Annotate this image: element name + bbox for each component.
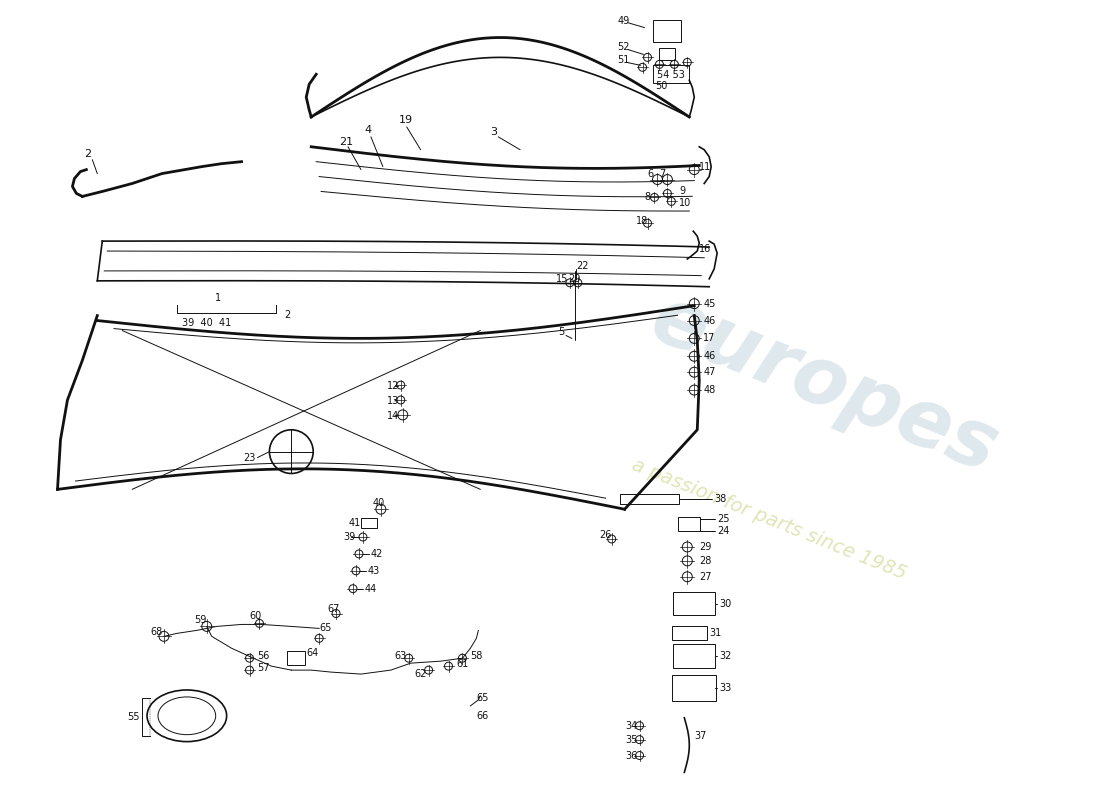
- Text: 65: 65: [319, 623, 331, 634]
- Text: 39  40  41: 39 40 41: [182, 318, 231, 327]
- Text: 62: 62: [415, 669, 427, 679]
- Text: 49: 49: [618, 16, 630, 26]
- Text: 30: 30: [719, 598, 732, 609]
- Text: 23: 23: [243, 453, 256, 462]
- Bar: [672, 626, 706, 640]
- Text: 28: 28: [700, 556, 712, 566]
- Bar: [653, 20, 681, 42]
- Text: 43: 43: [367, 566, 381, 576]
- Text: 12: 12: [387, 381, 399, 391]
- Bar: [673, 592, 715, 615]
- Text: 37: 37: [694, 730, 706, 741]
- Bar: [672, 675, 716, 701]
- Text: 18: 18: [636, 216, 648, 226]
- Text: 36: 36: [626, 750, 638, 761]
- Text: 63: 63: [395, 651, 407, 662]
- Text: 31: 31: [710, 628, 722, 638]
- Text: 55: 55: [128, 712, 140, 722]
- Bar: [287, 651, 305, 665]
- Text: 5: 5: [558, 327, 564, 338]
- Text: 45: 45: [703, 298, 716, 309]
- Text: 2: 2: [85, 149, 91, 158]
- Text: 48: 48: [703, 385, 715, 395]
- Text: 9: 9: [680, 186, 685, 197]
- Text: 41: 41: [349, 518, 361, 528]
- Text: 25: 25: [717, 514, 729, 524]
- Text: 22: 22: [576, 261, 588, 271]
- Text: 51: 51: [618, 55, 630, 66]
- Text: 57: 57: [257, 663, 270, 673]
- Text: 65: 65: [476, 693, 488, 703]
- Text: 29: 29: [700, 542, 712, 552]
- Text: 35: 35: [626, 734, 638, 745]
- Text: 14: 14: [387, 411, 399, 421]
- Text: 40: 40: [373, 498, 385, 508]
- Text: 60: 60: [250, 611, 262, 622]
- Text: 1: 1: [214, 293, 221, 302]
- Text: 59: 59: [194, 615, 206, 626]
- Text: 10: 10: [680, 198, 692, 208]
- Text: 39: 39: [343, 532, 355, 542]
- Text: 15: 15: [556, 274, 569, 284]
- Text: 8: 8: [645, 193, 650, 202]
- Text: 3: 3: [491, 127, 497, 137]
- Text: 21: 21: [339, 137, 353, 147]
- Text: 42: 42: [371, 549, 383, 559]
- Bar: [659, 49, 675, 60]
- Text: 27: 27: [700, 572, 712, 582]
- Text: 19: 19: [399, 115, 412, 125]
- Bar: [619, 494, 680, 504]
- Text: 34: 34: [626, 721, 638, 730]
- Text: 26: 26: [600, 530, 612, 540]
- Text: 58: 58: [471, 651, 483, 662]
- Text: 44: 44: [365, 584, 377, 594]
- Text: 13: 13: [387, 396, 399, 406]
- Bar: [361, 518, 377, 528]
- Text: 4: 4: [364, 125, 371, 135]
- Text: 47: 47: [703, 367, 716, 377]
- Text: 67: 67: [327, 603, 340, 614]
- Text: a passion for parts since 1985: a passion for parts since 1985: [629, 455, 909, 583]
- Bar: [653, 66, 690, 83]
- Text: 66: 66: [476, 710, 488, 721]
- Text: 61: 61: [456, 659, 469, 669]
- Text: 32: 32: [719, 651, 732, 662]
- Text: 16: 16: [700, 244, 712, 254]
- Text: 38: 38: [714, 494, 726, 504]
- Text: 54 53: 54 53: [658, 70, 685, 80]
- Text: 64: 64: [306, 648, 319, 658]
- Text: 56: 56: [257, 651, 270, 662]
- Bar: [679, 517, 701, 531]
- Text: 33: 33: [719, 683, 732, 693]
- Text: europes: europes: [639, 279, 1009, 489]
- Text: 50: 50: [656, 81, 668, 91]
- Bar: [673, 644, 715, 668]
- Text: 24: 24: [717, 526, 729, 536]
- Text: 46: 46: [703, 351, 715, 362]
- Text: 6: 6: [648, 169, 653, 178]
- Text: 46: 46: [703, 315, 715, 326]
- Text: 20: 20: [568, 274, 581, 284]
- Text: 68: 68: [150, 627, 163, 638]
- Text: 17: 17: [703, 334, 716, 343]
- Text: 7: 7: [659, 169, 666, 178]
- Text: 11: 11: [700, 162, 712, 172]
- Text: 52: 52: [618, 42, 630, 53]
- Text: 2: 2: [284, 310, 290, 319]
